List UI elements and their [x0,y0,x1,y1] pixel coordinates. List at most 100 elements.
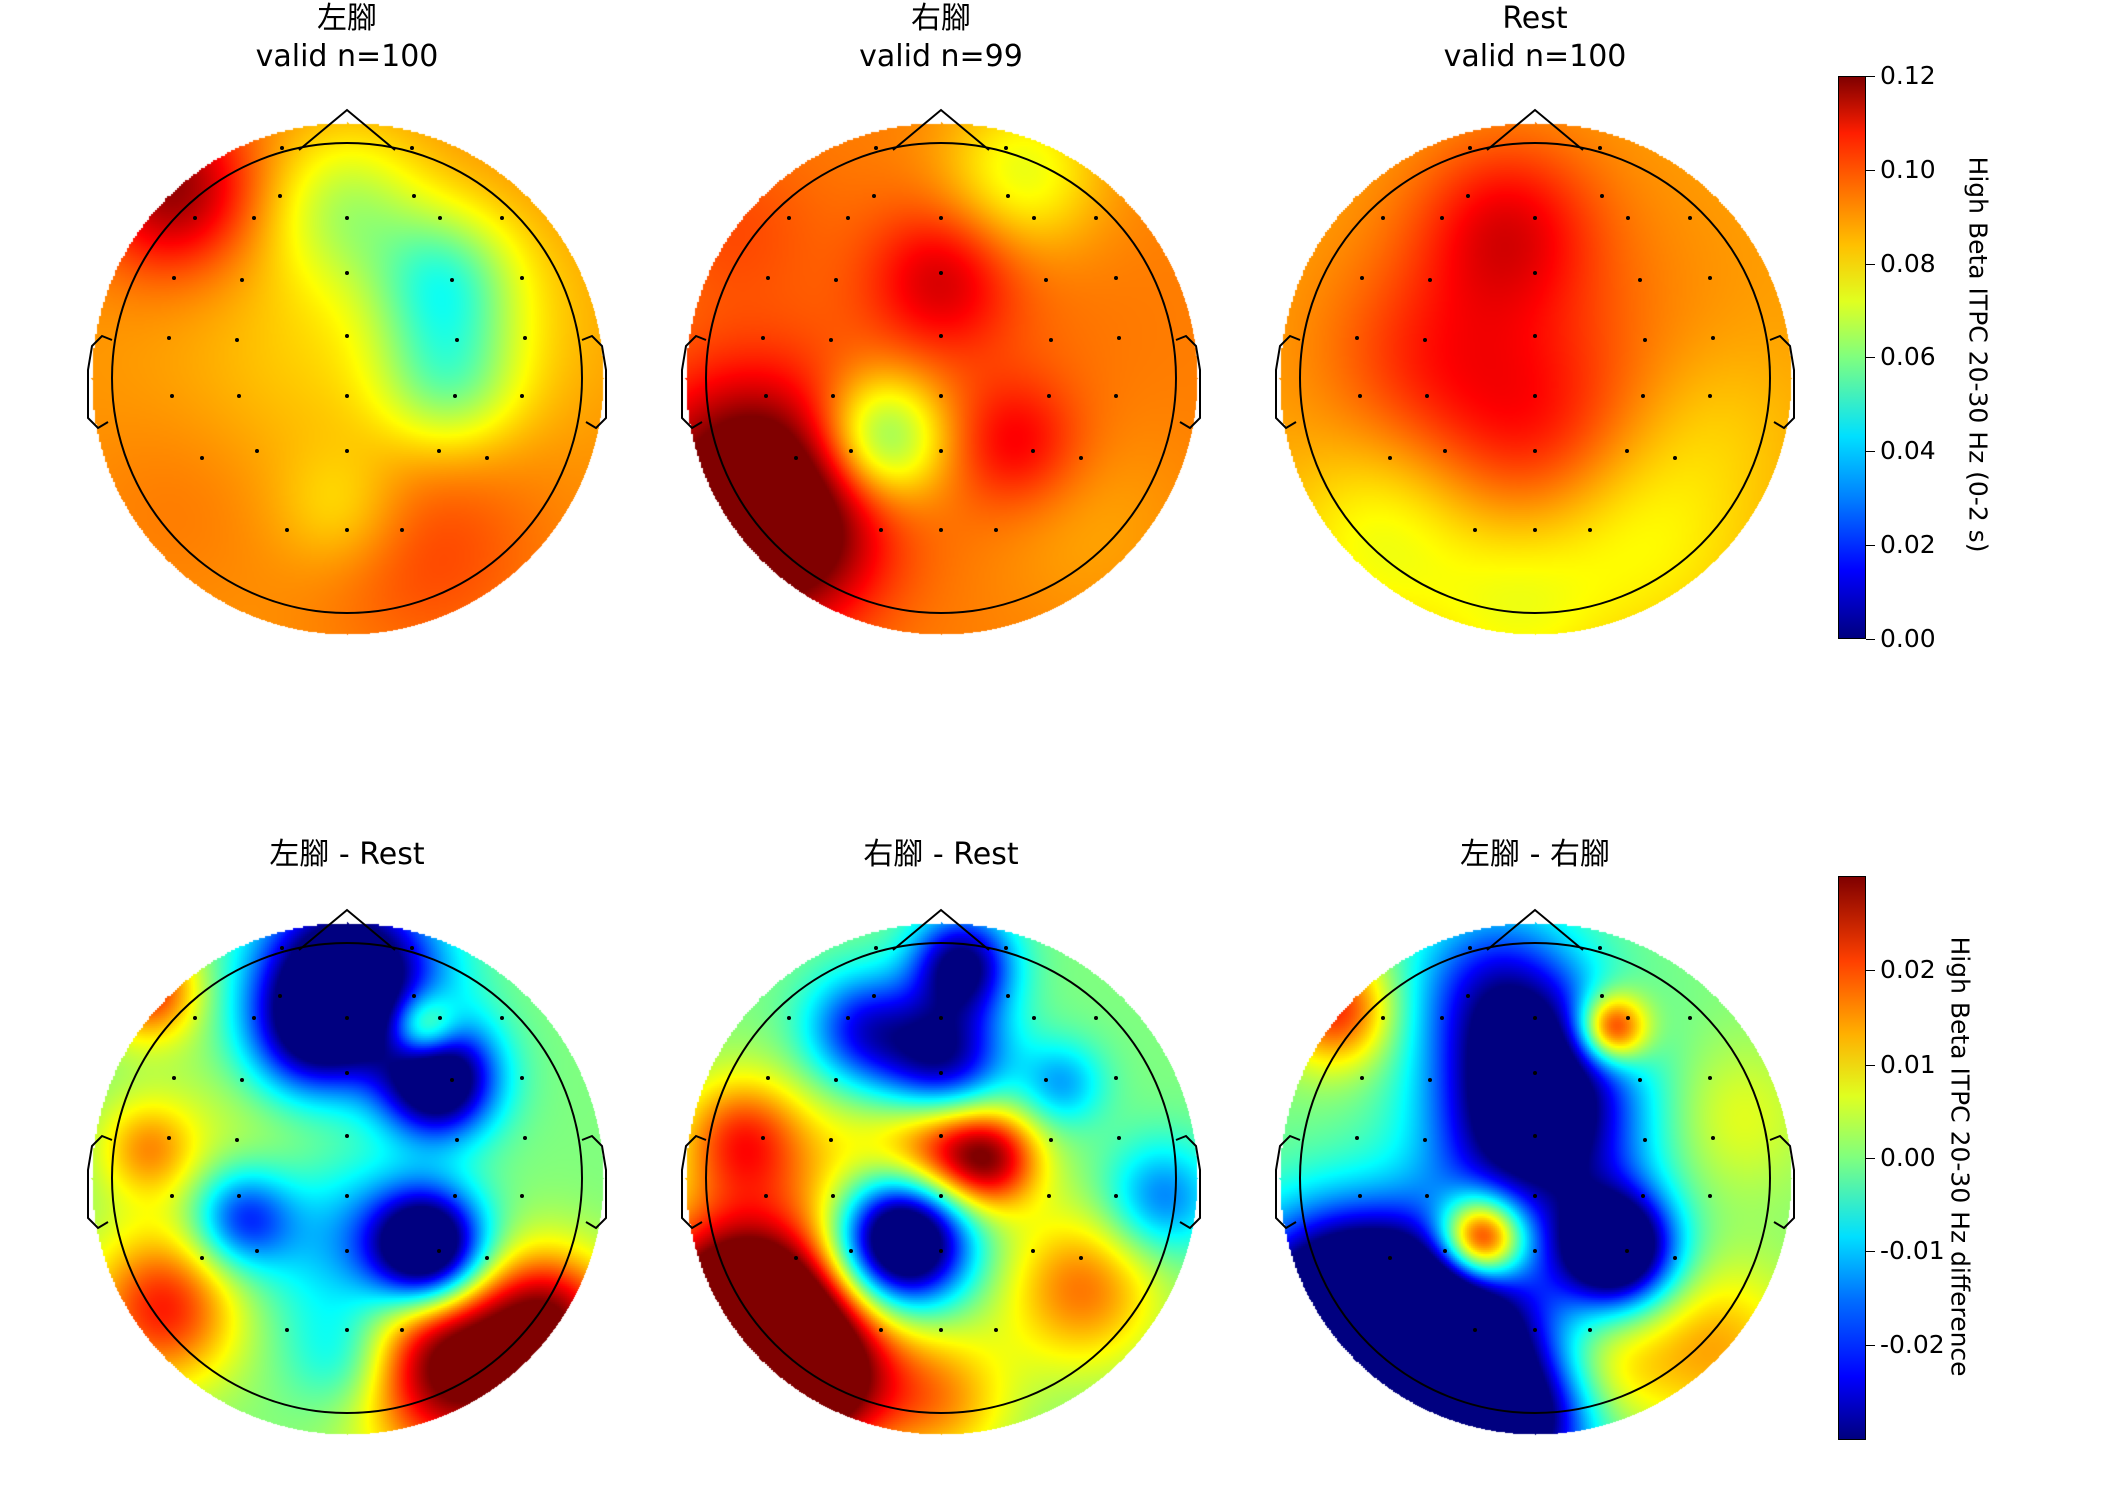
electrode-dot [1355,336,1359,340]
left-ear [681,334,707,430]
electrode-dot [1428,1078,1432,1082]
right-ear [1175,334,1201,430]
nose [298,108,396,151]
electrode-dot [1688,216,1692,220]
panel-title-line: 右腳 [911,1,971,36]
electrode-dot [1708,394,1712,398]
colorbar-tick [1866,76,1875,77]
electrode-dot [1006,994,1010,998]
electrode-dot [235,1138,239,1142]
electrode-dot [761,1136,765,1140]
electrode-dot [1004,146,1008,150]
electrode-dot [1047,1194,1051,1198]
head-outline [1275,108,1795,614]
electrode-dot [167,1136,171,1140]
head-circle [1299,142,1771,614]
electrode-dot [345,1016,349,1020]
electrode-dot [1044,278,1048,282]
colorbar-tick [1866,1345,1875,1346]
panel-subtitle-line: valid n=99 [859,39,1023,74]
electrode-dot [1079,456,1083,460]
electrode-dot [787,216,791,220]
electrode-dot [485,456,489,460]
electrode-dot [1006,194,1010,198]
electrode-dot [235,338,239,342]
right-ear [1769,1134,1795,1230]
electrode-dot [1673,1256,1677,1260]
electrode-dot [939,1249,943,1253]
electrode-dot [280,946,284,950]
electrode-dot [193,216,197,220]
electrode-dot [1533,1016,1537,1020]
electrode-dot [1533,394,1537,398]
topomap-4 [665,902,1217,1454]
electrode-dot [520,1194,524,1198]
panel-title-1: 右腳 valid n=99 [681,0,1201,76]
electrode-dot [520,276,524,280]
head-outline [1275,908,1795,1414]
electrode-dot [1114,1076,1118,1080]
nose [298,908,396,951]
electrode-dot [1443,449,1447,453]
electrode-dot [1358,1194,1362,1198]
electrode-dot [1360,276,1364,280]
electrode-dot [829,1138,833,1142]
electrode-dot [1533,1071,1537,1075]
colorbar-tick-label: 0.08 [1880,249,1936,278]
electrode-dot [939,1016,943,1020]
electrode-dot [1094,1016,1098,1020]
electrode-dot [1032,216,1036,220]
colorbar-tick-label: 0.06 [1880,342,1936,371]
electrode-dot [285,1328,289,1332]
panel-title-line: 右腳 - Rest [863,837,1019,872]
electrode-dot [1533,1328,1537,1332]
panel-subtitle-line: valid n=100 [255,39,439,74]
head-circle [111,942,583,1414]
electrode-dot [523,336,527,340]
electrode-dot [285,528,289,532]
electrode-dot [829,338,833,342]
electrode-dot [252,1016,256,1020]
electrode-dot [879,1328,883,1332]
electrode-dot [1533,1194,1537,1198]
electrode-dot [345,1071,349,1075]
electrode-dot [1625,449,1629,453]
electrode-dot [437,449,441,453]
electrode-dot [939,1328,943,1332]
electrode-dot [412,994,416,998]
electrode-dot [500,216,504,220]
electrode-dot [1388,1256,1392,1260]
electrode-dot [1031,1249,1035,1253]
colorbar-tick [1866,170,1875,171]
electrode-dot [1638,1078,1642,1082]
colorbar-tick-label: -0.02 [1880,1330,1945,1359]
panel-title-3: 左腳 - Rest [87,836,607,874]
electrode-dot [1428,278,1432,282]
head-circle [705,942,1177,1414]
electrode-dot [1533,271,1537,275]
topomap-3 [71,902,623,1454]
electrode-dot [1641,1194,1645,1198]
electrode-dot [240,1078,244,1082]
electrode-dot [794,1256,798,1260]
electrode-dot [1079,1256,1083,1260]
electrode-dot [834,1078,838,1082]
right-ear [1769,334,1795,430]
right-ear [581,334,607,430]
electrode-dot [523,1136,527,1140]
electrode-dot [1533,528,1537,532]
electrode-dot [1381,216,1385,220]
electrode-dot [1600,994,1604,998]
colorbar-tick [1866,264,1875,265]
right-ear [581,1134,607,1230]
electrode-dot [455,1138,459,1142]
electrode-dot [1114,276,1118,280]
electrode-dot [1466,994,1470,998]
electrode-dot [1711,1136,1715,1140]
electrode-dot [520,1076,524,1080]
electrode-dot [766,276,770,280]
head-circle [111,142,583,614]
electrode-dot [766,1076,770,1080]
electrode-dot [939,1134,943,1138]
electrode-dot [345,528,349,532]
